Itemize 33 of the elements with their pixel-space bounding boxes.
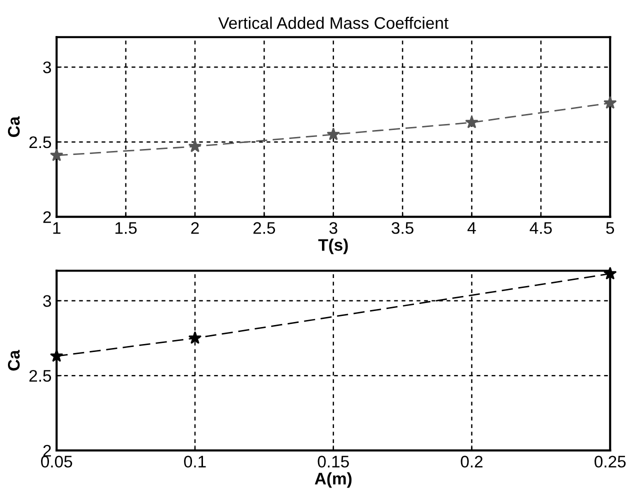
- x-tick-label: 2.5: [253, 222, 276, 234]
- point: [50, 349, 64, 362]
- y-axis-title: Ca: [8, 350, 20, 371]
- x-tick-label: 0.2: [460, 456, 482, 468]
- x-tick-label: 5: [606, 222, 614, 234]
- x-tick-label: 2: [191, 222, 199, 234]
- y-tick-label: 3: [43, 295, 52, 307]
- x-tick-label: 0.15: [318, 456, 349, 468]
- x-tick-label: 3.5: [392, 222, 414, 234]
- y-tick-label: 2: [43, 444, 51, 456]
- x-tick-label: 0.1: [184, 456, 206, 468]
- x-axis-title: T(s): [318, 238, 348, 254]
- point: [188, 140, 202, 152]
- y-tick-label: 3: [43, 61, 52, 74]
- point: [326, 128, 340, 140]
- x-tick-label: 1: [53, 222, 60, 234]
- y-tick-label: 2.5: [29, 370, 52, 382]
- x-tick-label: 4.5: [530, 222, 552, 234]
- y-axis-title: Ca: [8, 116, 20, 137]
- x-tick-label: 3: [329, 222, 338, 234]
- x-axis-title: A(m): [314, 472, 352, 488]
- x-tick-label: 1.5: [115, 222, 137, 234]
- point: [465, 116, 478, 128]
- x-tick-label: 0.25: [594, 456, 626, 468]
- chart-title: Vertical Added Mass Coeffcient: [218, 16, 448, 29]
- x-tick-label: 0.05: [41, 456, 72, 468]
- point: [50, 148, 64, 162]
- point: [603, 96, 617, 109]
- point: [603, 266, 617, 280]
- x-tick-label: 4: [468, 222, 476, 234]
- y-tick-label: 2: [43, 211, 51, 223]
- point: [188, 331, 202, 344]
- y-tick-label: 2.5: [29, 136, 52, 148]
